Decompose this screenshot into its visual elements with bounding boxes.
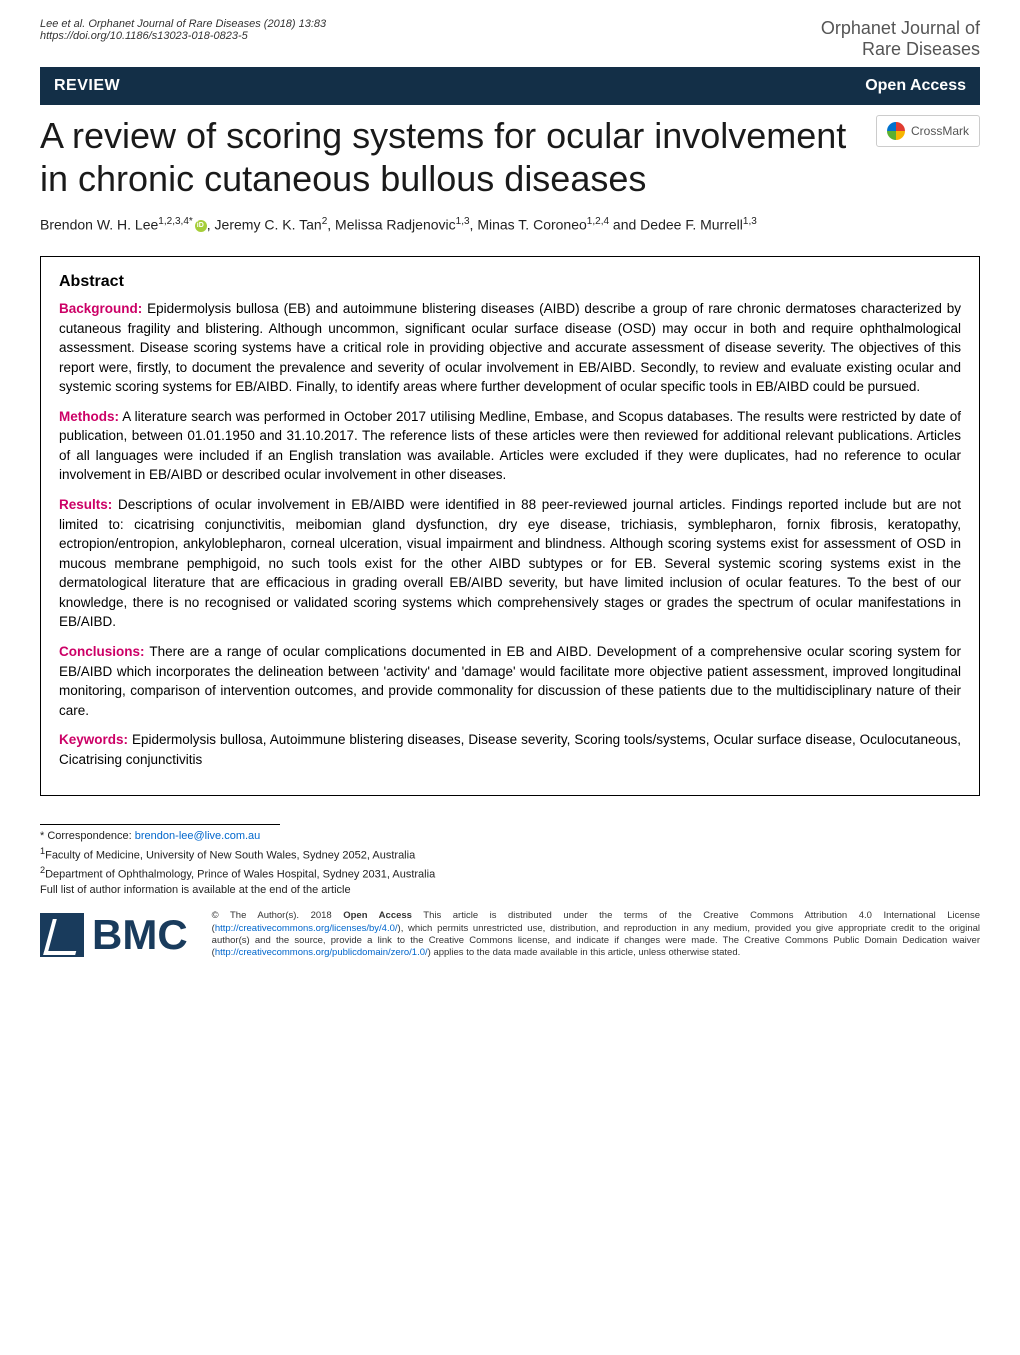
author-sep-2: , Melissa Radjenovic <box>327 217 455 233</box>
article-title: A review of scoring systems for ocular i… <box>40 115 862 200</box>
crossmark-icon <box>887 122 905 140</box>
affiliation-1: 1Faculty of Medicine, University of New … <box>40 845 980 864</box>
author-sep-1: , Jeremy C. K. Tan <box>207 217 322 233</box>
license-open-access: Open Access <box>343 910 412 921</box>
full-author-list-note: Full list of author information is avail… <box>40 883 980 898</box>
background-label: Background: <box>59 301 142 316</box>
abstract-heading: Abstract <box>59 273 961 291</box>
crossmark-badge[interactable]: CrossMark <box>876 115 980 147</box>
citation-line1: Lee et al. Orphanet Journal of Rare Dise… <box>40 18 326 30</box>
license-prefix: © The Author(s). 2018 <box>212 910 344 921</box>
methods-label: Methods: <box>59 409 119 424</box>
article-type-banner: REVIEW Open Access <box>40 67 980 105</box>
journal-title-block: Orphanet Journal of Rare Diseases <box>821 18 980 59</box>
author-sep-4: and Dedee F. Murrell <box>609 217 743 233</box>
crossmark-label: CrossMark <box>911 124 969 138</box>
methods-text: A literature search was performed in Oct… <box>59 409 961 483</box>
correspondence-prefix: * Correspondence: <box>40 830 135 842</box>
license-text: © The Author(s). 2018 Open Access This a… <box>212 910 980 959</box>
correspondence-line: * Correspondence: brendon-lee@live.com.a… <box>40 829 980 844</box>
author-1: Brendon W. H. Lee <box>40 217 158 233</box>
main-content: A review of scoring systems for ocular i… <box>0 105 1020 796</box>
bmc-logo-icon <box>40 913 84 957</box>
review-label: REVIEW <box>54 77 120 95</box>
conclusions-label: Conclusions: <box>59 644 145 659</box>
author-3-aff: 1,3 <box>456 216 470 227</box>
journal-line2: Rare Diseases <box>821 39 980 60</box>
authors-line: Brendon W. H. Lee1,2,3,4* , Jeremy C. K. … <box>40 214 980 236</box>
keywords-label: Keywords: <box>59 732 128 747</box>
bmc-logo: BMC <box>40 911 188 959</box>
journal-line1: Orphanet Journal of <box>821 18 980 39</box>
abstract-background: Background: Epidermolysis bullosa (EB) a… <box>59 299 961 397</box>
abstract-keywords: Keywords: Epidermolysis bullosa, Autoimm… <box>59 730 961 769</box>
results-label: Results: <box>59 497 112 512</box>
footnote-divider <box>40 824 280 825</box>
orcid-icon[interactable] <box>195 220 207 232</box>
author-sep-3: , Minas T. Coroneo <box>470 217 587 233</box>
footer-bar: BMC © The Author(s). 2018 Open Access Th… <box>0 898 1020 979</box>
bmc-logo-text: BMC <box>92 911 188 959</box>
license-link-1[interactable]: http://creativecommons.org/licenses/by/4… <box>215 923 398 934</box>
citation-block: Lee et al. Orphanet Journal of Rare Dise… <box>40 18 326 42</box>
abstract-conclusions: Conclusions: There are a range of ocular… <box>59 642 961 720</box>
results-text: Descriptions of ocular involvement in EB… <box>59 497 961 629</box>
license-text-3: ) applies to the data made available in … <box>428 947 741 958</box>
abstract-results: Results: Descriptions of ocular involvem… <box>59 495 961 632</box>
keywords-text: Epidermolysis bullosa, Autoimmune bliste… <box>59 732 961 767</box>
citation-doi: https://doi.org/10.1186/s13023-018-0823-… <box>40 30 326 42</box>
correspondence-block: * Correspondence: brendon-lee@live.com.a… <box>0 829 1020 898</box>
page-header: Lee et al. Orphanet Journal of Rare Dise… <box>0 0 1020 67</box>
license-link-2[interactable]: http://creativecommons.org/publicdomain/… <box>215 947 428 958</box>
aff2-text: Department of Ophthalmology, Prince of W… <box>45 868 435 880</box>
title-row: A review of scoring systems for ocular i… <box>40 115 980 200</box>
author-4-aff: 1,2,4 <box>587 216 609 227</box>
affiliation-2: 2Department of Ophthalmology, Prince of … <box>40 864 980 883</box>
abstract-box: Abstract Background: Epidermolysis bullo… <box>40 256 980 796</box>
author-1-aff: 1,2,3,4* <box>158 216 192 227</box>
author-5-aff: 1,3 <box>743 216 757 227</box>
abstract-methods: Methods: A literature search was perform… <box>59 407 961 485</box>
open-access-label: Open Access <box>865 77 966 95</box>
conclusions-text: There are a range of ocular complication… <box>59 644 961 718</box>
background-text: Epidermolysis bullosa (EB) and autoimmun… <box>59 301 961 394</box>
correspondence-email[interactable]: brendon-lee@live.com.au <box>135 830 261 842</box>
aff1-text: Faculty of Medicine, University of New S… <box>45 849 415 861</box>
